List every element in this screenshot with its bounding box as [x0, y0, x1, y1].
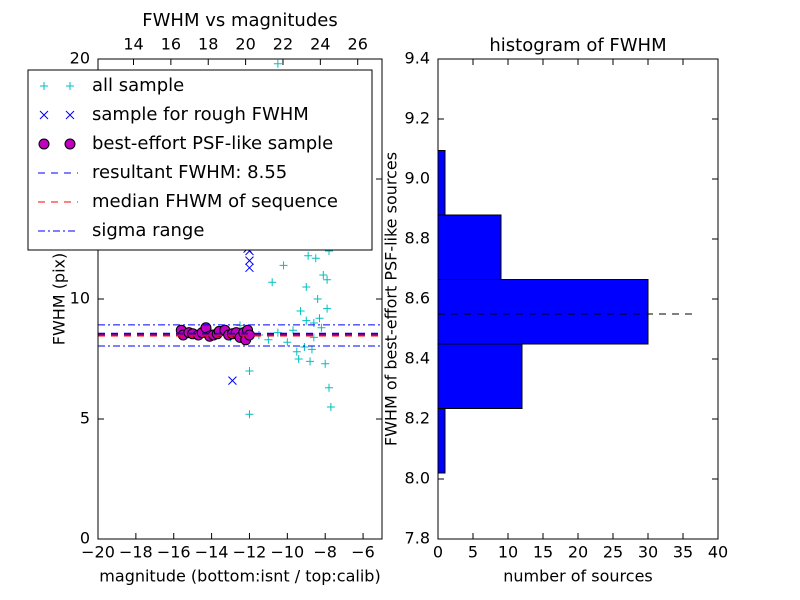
x2-tick-label: 20 — [235, 35, 255, 54]
y-tick-label: 20 — [70, 49, 90, 68]
bar — [437, 408, 446, 474]
axes-frame — [437, 58, 719, 540]
bar — [437, 279, 649, 345]
point — [228, 376, 237, 385]
x-tick-label: −10 — [270, 543, 304, 562]
point — [317, 323, 326, 332]
x-tick-label: 20 — [568, 543, 588, 562]
point — [273, 328, 282, 337]
y-tick-label: 9.2 — [405, 109, 430, 128]
y-tick-label: 8.6 — [405, 289, 430, 308]
point — [307, 345, 316, 354]
point — [264, 335, 273, 344]
point — [300, 343, 309, 351]
x2-tick-label: 16 — [161, 35, 181, 54]
legend-label: resultant FWHM: 8.55 — [92, 162, 287, 183]
point — [302, 316, 311, 325]
point — [283, 338, 292, 347]
axes-frame — [97, 58, 383, 540]
legend-label: sample for rough FWHM — [92, 104, 309, 125]
axis-title: magnitude (bottom:isnt / top:calib) — [99, 567, 380, 586]
bar — [437, 150, 446, 216]
legend-label: median FHWM of sequence — [92, 191, 338, 212]
point — [315, 314, 324, 323]
x-tick-label: −6 — [351, 543, 375, 562]
x-tick-label: −14 — [195, 543, 229, 562]
axis-title: number of sources — [503, 567, 653, 586]
y-tick-label: 9.4 — [405, 49, 430, 68]
chart-title: FWHM vs magnitudes — [142, 10, 337, 31]
x-tick-label: 25 — [603, 543, 623, 562]
y-tick-label: 8.4 — [405, 349, 430, 368]
point — [245, 263, 254, 273]
y-tick-label: 0 — [80, 529, 90, 548]
x-tick-label: 10 — [498, 543, 518, 562]
y-tick-label: 9.0 — [405, 169, 430, 188]
y-tick-label: 8.0 — [405, 469, 430, 488]
point — [309, 319, 318, 327]
point — [326, 403, 335, 411]
point — [245, 410, 254, 419]
point — [273, 59, 282, 68]
point — [323, 304, 332, 313]
x-tick-label: 5 — [468, 543, 478, 562]
point — [304, 251, 313, 260]
point — [313, 295, 322, 303]
point — [245, 367, 254, 375]
x2-tick-label: 18 — [198, 35, 218, 54]
legend-label: all sample — [92, 75, 184, 96]
point — [39, 110, 49, 120]
point — [268, 278, 277, 287]
point — [296, 307, 305, 315]
legend-label: sigma range — [92, 220, 204, 241]
point — [292, 347, 301, 356]
x2-tick-label: 22 — [273, 35, 293, 54]
y-tick-label: 5 — [80, 409, 90, 428]
legend-box — [27, 69, 373, 251]
legend-label: best-effort PSF-like sample — [92, 133, 333, 154]
point — [65, 110, 75, 120]
x2-tick-label: 26 — [348, 35, 368, 54]
x-tick-label: 15 — [533, 543, 553, 562]
x-tick-label: −12 — [233, 543, 267, 562]
y-tick-label: 8.8 — [405, 229, 430, 248]
bar — [437, 343, 523, 409]
point — [279, 261, 288, 270]
y-tick-label: 10 — [70, 289, 90, 308]
point — [324, 383, 333, 392]
point — [323, 275, 332, 284]
x-tick-label: 30 — [638, 543, 658, 562]
x2-tick-label: 14 — [123, 35, 143, 54]
point — [311, 254, 320, 263]
bar — [437, 214, 502, 280]
x-tick-label: −18 — [119, 543, 153, 562]
point — [306, 357, 315, 366]
axis-title: FWHM of best-effort PSF-like sources — [382, 152, 401, 446]
point — [309, 333, 318, 342]
point — [245, 256, 254, 265]
legend: all sample sample for rough FWHM best-effo… — [27, 69, 373, 251]
x-tick-label: 0 — [433, 543, 443, 562]
x-tick-label: 35 — [673, 543, 693, 562]
x-tick-label: −16 — [157, 543, 191, 562]
x2-tick-label: 24 — [310, 35, 330, 54]
point — [302, 283, 311, 291]
x-tick-label: −8 — [313, 543, 337, 562]
point — [64, 138, 76, 150]
point — [66, 82, 74, 90]
point — [40, 82, 48, 90]
point — [294, 355, 303, 363]
axis-title: FWHM (pix) — [50, 253, 69, 346]
left-plot-area — [98, 59, 382, 419]
x-tick-label: 40 — [708, 543, 728, 562]
chart-title: histogram of FWHM — [489, 35, 666, 56]
point — [319, 271, 328, 279]
point — [38, 138, 50, 150]
point — [321, 359, 330, 368]
y-tick-label: 8.2 — [405, 409, 430, 428]
y-tick-label: 7.8 — [405, 529, 430, 548]
x-tick-label: −20 — [81, 543, 115, 562]
